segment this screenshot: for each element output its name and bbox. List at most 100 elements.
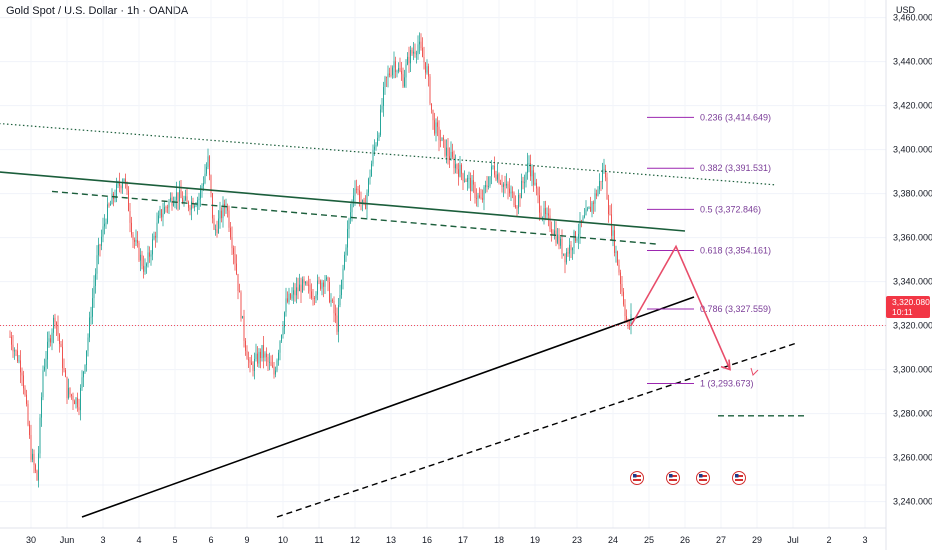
candle-body: [186, 196, 188, 202]
candle-body: [332, 300, 333, 301]
candle-body: [188, 201, 189, 208]
candle-body: [626, 316, 627, 321]
candle-body: [486, 185, 488, 187]
trendlines: [0, 122, 886, 518]
candle-body: [612, 230, 614, 236]
candle-body: [39, 417, 41, 454]
candle-body: [162, 213, 164, 218]
candle-body: [29, 424, 30, 436]
candle-body: [455, 164, 456, 169]
candle-body: [548, 213, 549, 216]
candle-body: [204, 173, 206, 184]
candle-body: [443, 137, 444, 140]
candle-body: [326, 277, 327, 280]
trendline-solid-black: [81, 296, 695, 518]
candle-body: [50, 338, 51, 343]
fib-label: 0.618 (3,354.161): [700, 245, 771, 255]
candle-body: [456, 164, 458, 170]
candle-body: [315, 294, 317, 299]
fib-label: 0.786 (3,327.559): [700, 304, 771, 314]
candle-body: [225, 207, 227, 209]
candle-body: [621, 284, 623, 292]
candle-body: [45, 359, 47, 367]
candle-body: [201, 186, 203, 190]
candle-body: [123, 178, 125, 183]
candle-body: [591, 202, 593, 212]
candle-body: [569, 244, 570, 254]
candle-body: [59, 334, 60, 344]
candle-body: [203, 183, 204, 187]
candle-body: [320, 280, 321, 289]
candle-body: [89, 317, 90, 338]
candle-body: [35, 464, 36, 471]
candle-body: [389, 73, 390, 75]
candle-body: [329, 282, 330, 302]
candle-body: [614, 230, 615, 253]
candle-body: [461, 164, 462, 174]
candle-body: [47, 341, 48, 360]
candle-body: [72, 395, 74, 402]
candle-body: [533, 170, 534, 185]
flag-canton: [633, 474, 637, 478]
candle-body: [86, 350, 87, 366]
candle-body: [438, 126, 440, 141]
flag-stripe: [633, 475, 641, 477]
candle-body: [563, 253, 564, 255]
candle-body: [578, 233, 579, 239]
candle-body: [561, 238, 563, 254]
x-tick-label: 11: [314, 535, 323, 545]
candle-body: [233, 248, 234, 254]
candle-body: [314, 298, 315, 300]
candle-body: [395, 61, 396, 73]
candle-body: [164, 207, 165, 214]
candle-body: [386, 77, 387, 78]
time-axis[interactable]: 30 Jun 3 4 5 6 9 10 11 12 13 16 17 18 19 23 24 25 26 27 29 Ju…: [0, 527, 886, 545]
candle-body: [116, 184, 117, 198]
candle-body: [411, 50, 413, 54]
candle-body: [627, 320, 629, 326]
candle-body: [167, 207, 168, 209]
candle-body: [309, 284, 311, 292]
x-tick-label: 10: [278, 535, 288, 545]
candle-body: [230, 227, 231, 238]
y-tick-label: 3,240.000: [893, 497, 932, 507]
candle-body: [137, 239, 138, 244]
candle-body: [108, 204, 110, 206]
fib-label: 0.236 (3,414.649): [700, 112, 771, 122]
trendline-dotted-green: [0, 122, 776, 186]
candle-body: [126, 182, 128, 191]
candle-body: [252, 364, 254, 371]
candle-body: [545, 208, 546, 214]
candle-body: [506, 183, 507, 186]
candle-body: [189, 207, 191, 210]
candle-body: [110, 204, 111, 206]
candle-body: [173, 203, 174, 206]
candle-body: [401, 71, 402, 75]
candle-body: [396, 71, 398, 73]
candle-body: [398, 67, 399, 72]
candle-body: [299, 284, 300, 292]
candle-body: [431, 103, 432, 110]
candle-body: [24, 388, 26, 395]
candle-body: [179, 190, 180, 202]
candle-body: [131, 222, 132, 235]
candle-body: [330, 300, 332, 302]
candle-body: [323, 282, 324, 287]
candle-body: [390, 74, 392, 76]
candle-body: [11, 336, 12, 345]
candle-body: [368, 178, 369, 193]
candle-body: [551, 229, 552, 233]
candle-body: [104, 223, 105, 227]
candle-body: [221, 210, 222, 219]
candle-body: [437, 122, 438, 127]
candle-body: [356, 188, 357, 190]
candle-body: [428, 66, 429, 77]
candle-body: [102, 226, 104, 237]
candle-body: [369, 176, 371, 179]
candle-body: [228, 210, 230, 228]
candle-body: [69, 387, 71, 395]
candle-body: [528, 163, 530, 164]
candle-body: [507, 183, 509, 189]
price-axis[interactable]: USD 3,240.000 3,260.000 3,280.000 3,300.000…: [885, 0, 932, 550]
